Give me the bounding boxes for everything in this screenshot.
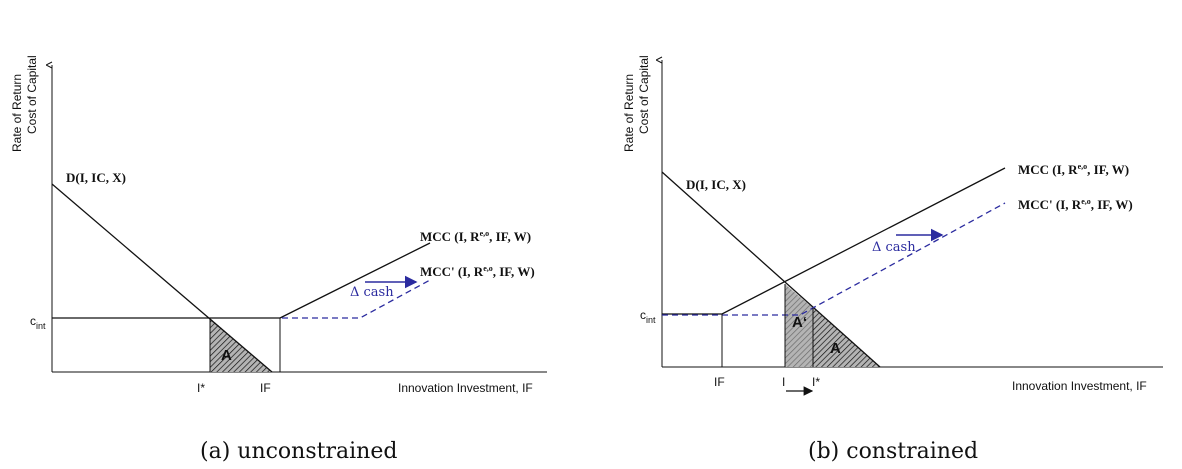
- panel-a-x-axis-label: Innovation Investment, IF: [398, 381, 533, 395]
- panel-b-tick-i: I: [782, 375, 785, 389]
- panel-a-delta-cash-label: Δ cash: [350, 285, 394, 300]
- panel-b-tick-istar: I*: [812, 375, 820, 389]
- panel-a-caption: (a) unconstrained: [200, 439, 397, 464]
- panel-b-demand-label: D(I, IC, X): [686, 177, 746, 192]
- panel-b: Rate of Return Cost of Capital Innovatio…: [622, 55, 1163, 464]
- panel-b-y-axis-label-line2: Cost of Capital: [637, 55, 651, 134]
- panel-a-demand-curve: [51, 183, 273, 373]
- panel-a-area-a-label: A: [221, 347, 232, 364]
- panel-a-mcc-prime-label: MCC' (I, Re,o, IF, W): [420, 264, 535, 279]
- panel-b-mcc-prime-label: MCC' (I, Re,o, IF, W): [1018, 197, 1133, 212]
- panel-b-y-axis-label-line1: Rate of Return: [622, 74, 636, 152]
- panel-b-mcc-prime-curve: [662, 202, 1006, 316]
- panel-a-demand-label: D(I, IC, X): [66, 170, 126, 185]
- panel-a-y-axis-label-line2: Cost of Capital: [25, 55, 39, 134]
- panel-b-cint-label: cint: [640, 308, 656, 325]
- panel-b-mcc-label: MCC (I, Re,o, IF, W): [1018, 162, 1129, 177]
- panel-a-tick-if: IF: [260, 381, 271, 395]
- panel-b-area-a-label: A: [830, 340, 841, 357]
- panel-a-mcc-curve: [279, 242, 431, 319]
- panel-b-x-axis-label: Innovation Investment, IF: [1012, 379, 1147, 393]
- panel-b-caption: (b) constrained: [808, 439, 978, 464]
- panel-a-y-axis-label-line1: Rate of Return: [10, 74, 24, 152]
- panel-b-delta-cash-label: Δ cash: [872, 240, 916, 255]
- panel-a: Rate of Return Cost of Capital Innovatio…: [10, 55, 547, 464]
- panel-a-cint-label: cint: [30, 314, 46, 331]
- panel-a-mcc-prime-curve: [282, 279, 431, 319]
- panel-b-tick-if: IF: [714, 375, 725, 389]
- panel-b-demand-curve: [661, 171, 881, 368]
- panel-a-tick-istar: I*: [197, 381, 205, 395]
- panel-a-mcc-label: MCC (I, Re,o, IF, W): [420, 229, 531, 244]
- panel-b-area-a-prime-label: A‘: [792, 314, 807, 331]
